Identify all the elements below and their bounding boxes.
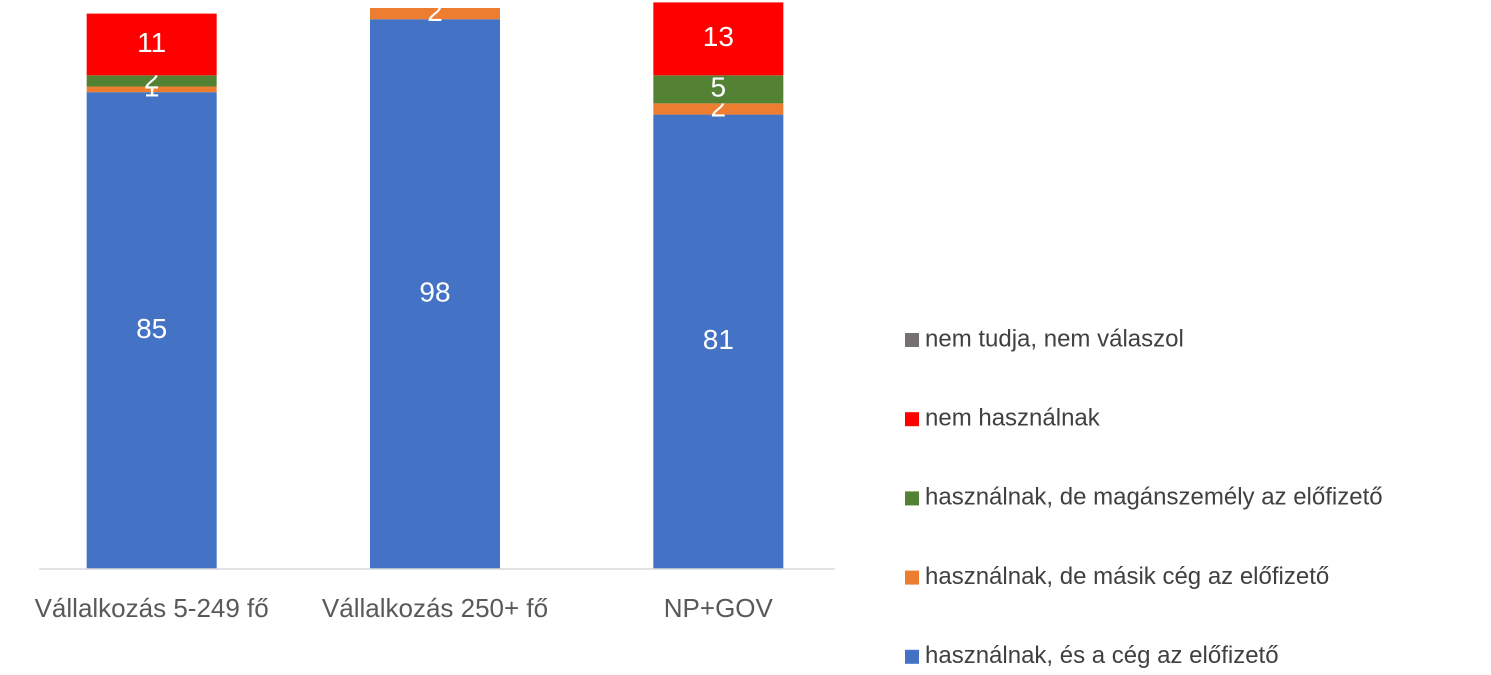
bar-segment — [370, 19, 500, 570]
bar-segment — [370, 8, 500, 20]
bar-segment — [653, 75, 784, 104]
bar-segment — [86, 86, 217, 93]
data-label: 85 — [136, 313, 167, 344]
data-label: 2 — [427, 0, 443, 27]
data-label: 5 — [711, 72, 727, 103]
legend-swatch — [905, 333, 919, 347]
x-tick-label: Vállalkozás 5-249 fő — [35, 593, 269, 623]
x-tick-label: Vállalkozás 250+ fő — [322, 593, 548, 623]
legend-swatch — [905, 412, 919, 427]
data-label: 81 — [703, 324, 734, 355]
legend-swatch — [905, 570, 919, 585]
legend-label: használnak, de magánszemély az előfizető — [925, 484, 1383, 511]
legend-label: nem használnak — [925, 405, 1101, 432]
x-tick-label: NP+GOV — [664, 593, 774, 623]
bar-segment — [86, 92, 217, 570]
bar-segment — [653, 103, 784, 115]
data-label: 13 — [703, 21, 734, 52]
data-label: 98 — [419, 277, 450, 308]
bar-segment — [653, 2, 784, 76]
data-label: 11 — [137, 27, 166, 58]
bar-segment — [653, 114, 784, 569]
legend-swatch — [905, 491, 919, 506]
legend-label: nem tudja, nem válaszol — [925, 325, 1184, 352]
legend-swatch — [905, 649, 919, 664]
bar-segment — [86, 75, 217, 87]
bar-segment — [86, 13, 217, 76]
legend-label: használnak, de másik cég az előfizető — [925, 563, 1329, 590]
legend-label: használnak, és a cég az előfizető — [925, 642, 1279, 669]
